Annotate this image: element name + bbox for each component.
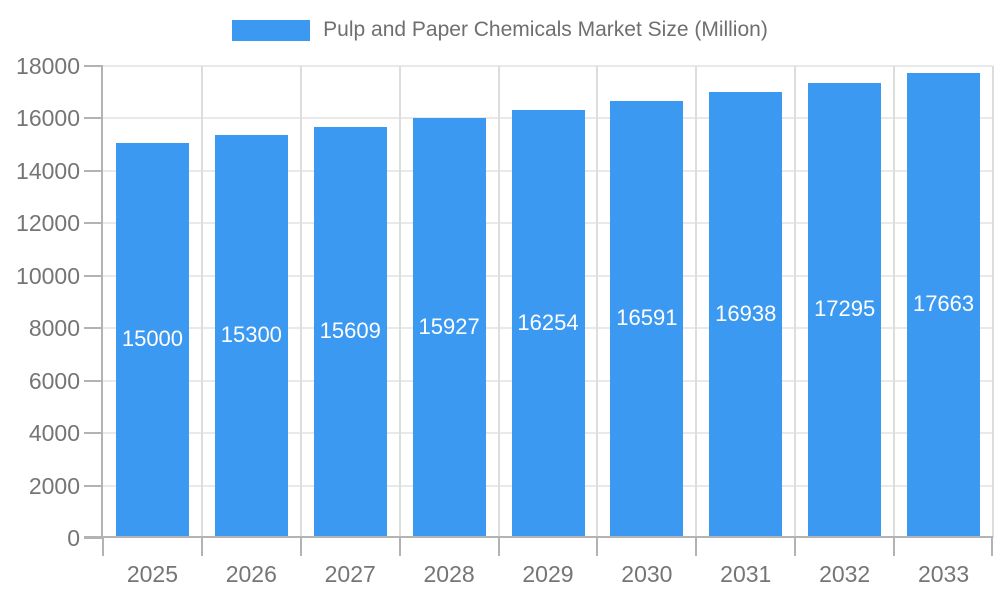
y-axis-label: 18000 xyxy=(16,53,80,79)
v-gridline xyxy=(398,66,401,538)
y-axis-label: 8000 xyxy=(28,315,80,342)
x-axis-label: 2030 xyxy=(621,561,673,587)
legend-swatch[interactable] xyxy=(232,19,311,41)
y-axis-tick xyxy=(84,484,103,487)
x-axis-tick xyxy=(299,538,302,556)
y-axis-tick xyxy=(84,274,103,277)
y-axis-tick xyxy=(84,169,103,172)
y-axis-label: 0 xyxy=(67,525,80,551)
bar-value-label: 15609 xyxy=(319,318,381,344)
y-axis-tick xyxy=(84,432,103,435)
x-axis-label: 2026 xyxy=(225,561,277,587)
v-gridline xyxy=(893,66,896,538)
x-axis-tick xyxy=(200,538,203,556)
bar[interactable]: 17663 xyxy=(907,72,981,536)
h-gridline xyxy=(103,65,993,67)
v-gridline xyxy=(992,66,994,538)
x-axis-label: 2025 xyxy=(126,561,179,587)
y-axis-label: 16000 xyxy=(16,105,80,132)
x-axis-tick xyxy=(497,538,500,556)
y-axis-label: 2000 xyxy=(28,472,80,499)
y-axis-tick xyxy=(84,65,103,67)
x-axis-tick xyxy=(102,538,104,556)
v-gridline xyxy=(596,66,599,538)
x-axis-tick xyxy=(794,538,797,556)
x-axis-tick xyxy=(991,538,993,556)
y-axis-tick xyxy=(84,379,103,382)
bar-value-label: 16938 xyxy=(715,300,777,326)
x-axis-label: 2029 xyxy=(522,561,574,587)
x-axis-label: 2033 xyxy=(917,561,970,587)
bar[interactable]: 16254 xyxy=(511,109,585,536)
bar[interactable]: 15000 xyxy=(115,142,189,536)
y-axis-label: 10000 xyxy=(16,262,80,289)
y-axis-tick xyxy=(84,537,103,539)
bar[interactable]: 15927 xyxy=(412,118,486,536)
x-axis-label: 2031 xyxy=(720,561,772,587)
x-axis-line xyxy=(84,536,993,538)
bar[interactable]: 16591 xyxy=(610,100,684,536)
bar-value-label: 15000 xyxy=(121,326,184,352)
y-axis-line xyxy=(101,66,103,538)
x-axis-label: 2028 xyxy=(423,561,475,587)
x-axis-tick xyxy=(893,538,896,556)
bar-value-label: 17295 xyxy=(814,296,876,322)
x-axis-tick xyxy=(596,538,599,556)
bar-value-label: 15300 xyxy=(220,322,282,348)
v-gridline xyxy=(794,66,797,538)
y-axis-label: 6000 xyxy=(28,367,80,394)
bar-value-label: 15927 xyxy=(418,314,480,340)
bar[interactable]: 15609 xyxy=(313,126,387,536)
bar-value-label: 17663 xyxy=(912,291,975,317)
y-axis-tick xyxy=(84,117,103,120)
bar[interactable]: 17295 xyxy=(808,82,882,536)
chart-legend[interactable]: Pulp and Paper Chemicals Market Size (Mi… xyxy=(0,18,1000,42)
y-axis-label: 12000 xyxy=(16,210,80,237)
bar-value-label: 16591 xyxy=(616,305,678,331)
y-axis-tick xyxy=(84,222,103,225)
bar[interactable]: 15300 xyxy=(214,134,288,536)
v-gridline xyxy=(200,66,203,538)
x-axis-tick xyxy=(695,538,698,556)
v-gridline xyxy=(695,66,698,538)
x-axis-tick xyxy=(398,538,401,556)
y-axis-label: 14000 xyxy=(16,157,80,184)
bar-value-label: 16254 xyxy=(517,309,579,335)
v-gridline xyxy=(497,66,500,538)
legend-label[interactable]: Pulp and Paper Chemicals Market Size (Mi… xyxy=(323,18,768,41)
y-axis-tick xyxy=(84,327,103,330)
bar[interactable]: 16938 xyxy=(709,91,783,536)
x-axis-label: 2032 xyxy=(819,561,871,587)
y-axis-label: 4000 xyxy=(28,420,80,447)
plot-area: 0 2000 4000 6000 8000 10000 12000 14000 16000 180… xyxy=(16,53,994,587)
v-gridline xyxy=(299,66,302,538)
x-axis-label: 2027 xyxy=(324,561,376,587)
